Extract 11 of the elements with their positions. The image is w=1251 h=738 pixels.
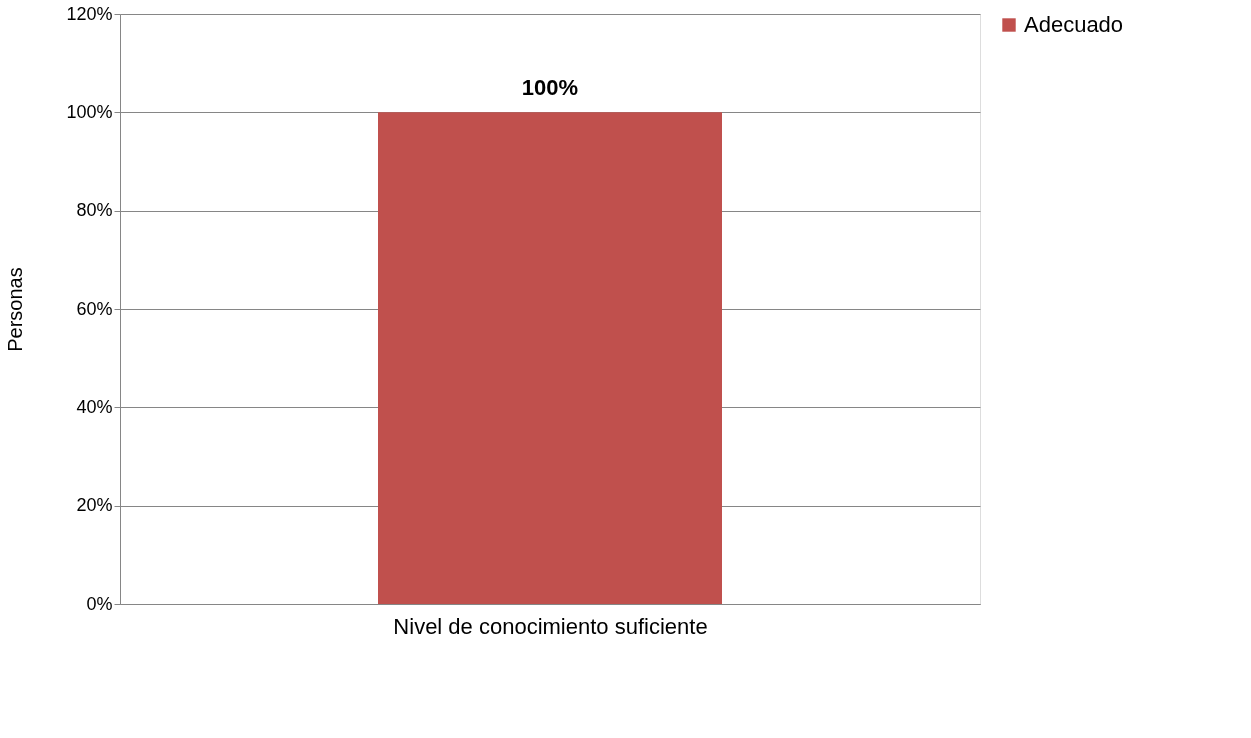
legend-label: Adecuado <box>1024 12 1124 37</box>
y-tick-label: 40% <box>76 396 113 417</box>
data-label: 100% <box>521 75 579 101</box>
y-tick-label: 100% <box>66 101 113 122</box>
x-tick-label: Nivel de conocimiento suficiente <box>393 613 708 639</box>
y-tick-label: 0% <box>86 593 113 614</box>
y-tick-label: 120% <box>66 3 113 24</box>
y-tick-label: 80% <box>76 200 113 221</box>
y-tick-label: 20% <box>76 495 113 516</box>
y-axis-title: Personas <box>4 267 27 352</box>
y-tick-label: 60% <box>76 298 113 319</box>
